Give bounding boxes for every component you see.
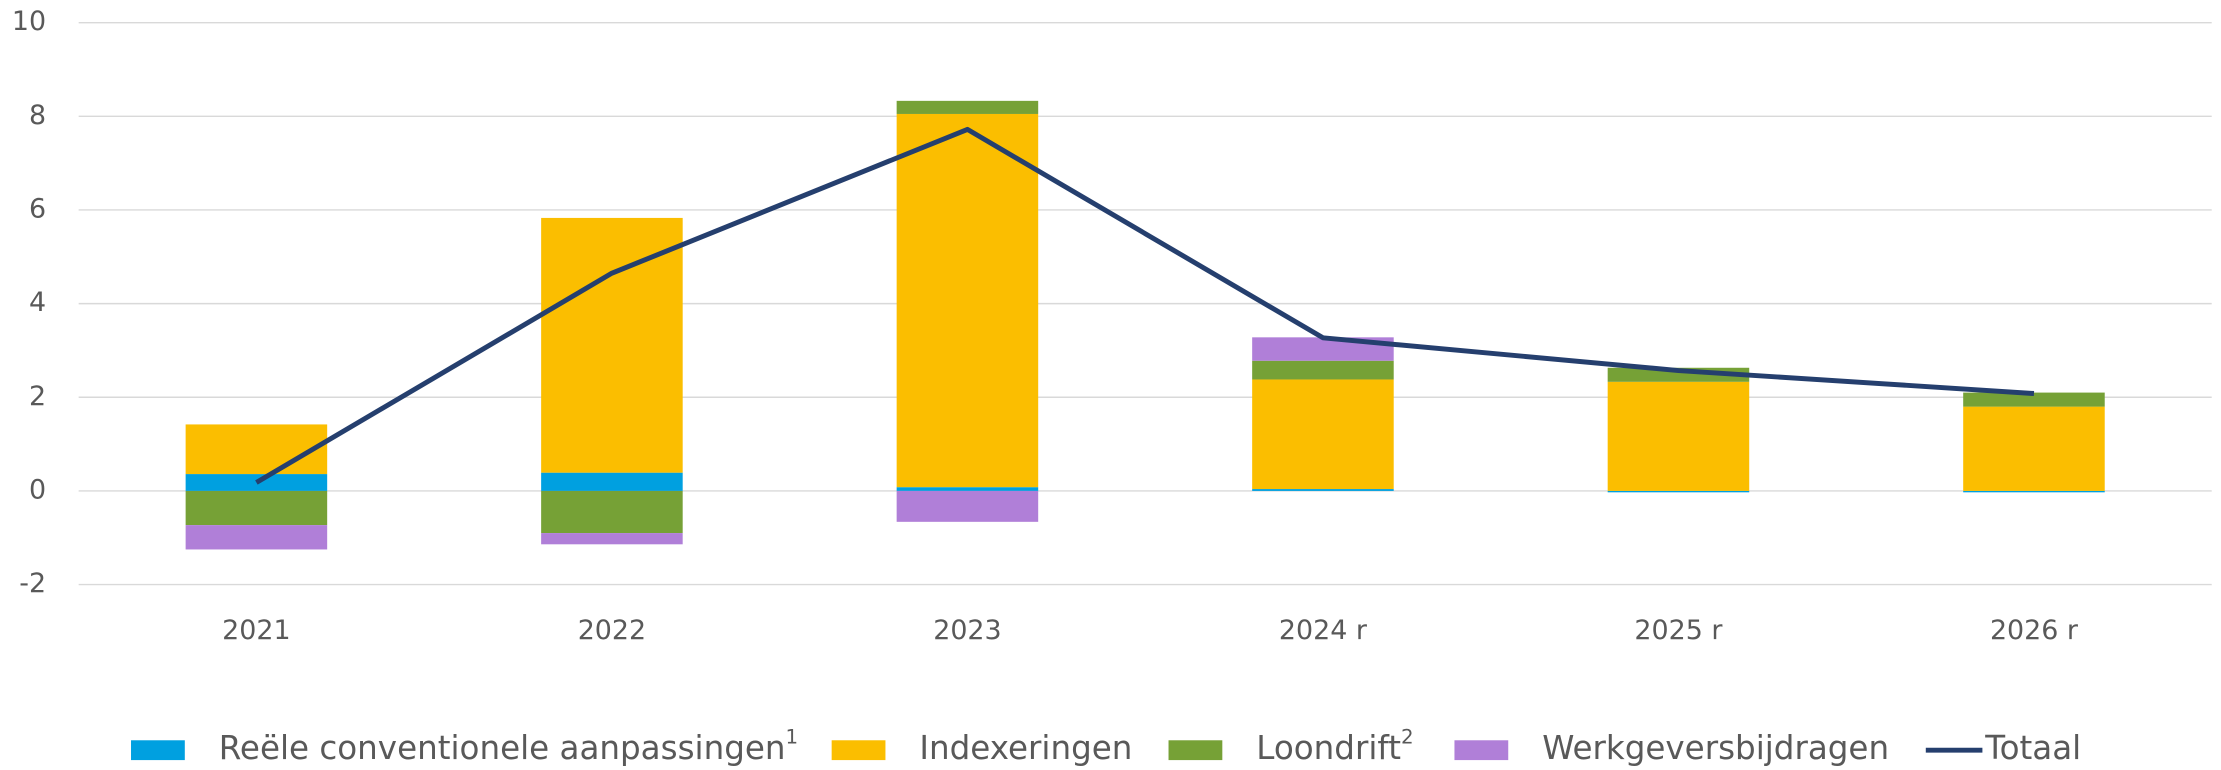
bar-segment [541, 217, 683, 473]
bar-segment [1963, 392, 2105, 407]
bar-segment [185, 490, 328, 526]
legend-swatch [1168, 740, 1223, 761]
legend-name: Loondrift [1256, 729, 1401, 767]
legend-label: Loondrift2 [1256, 725, 1413, 767]
x-tick-label: 2025 r [1634, 615, 1723, 646]
bar-segment [541, 490, 683, 534]
legend-swatch [131, 740, 185, 761]
legend-label: Indexeringen [919, 729, 1132, 767]
bar-segment [185, 474, 328, 491]
legend-name: Reële conventionele aanpassingen [219, 729, 786, 767]
legend-swatch [1454, 740, 1509, 761]
y-tick-label: 0 [29, 474, 46, 505]
bar-segment [185, 525, 328, 550]
legend-name: Indexeringen [919, 729, 1132, 767]
bar-segment [896, 113, 1039, 488]
bar-segment [185, 424, 328, 475]
x-tick-label: 2022 [578, 615, 646, 646]
legend-label: Reële conventionele aanpassingen1 [219, 725, 798, 767]
legend-label: Totaal [1984, 729, 2081, 767]
y-tick-label: 4 [29, 287, 46, 318]
total-line [255, 126, 2035, 485]
bar-segment [1963, 490, 2105, 493]
legend-footnote: 1 [786, 725, 799, 748]
bar-segment [896, 487, 1039, 491]
y-tick-label: 8 [29, 100, 46, 131]
x-tick-label: 2021 [222, 615, 290, 646]
bar-segment [1252, 360, 1394, 380]
x-tick-label: 2024 r [1279, 615, 1368, 646]
bar-segment [1252, 489, 1394, 491]
legend-name: Werkgeversbijdragen [1542, 729, 1889, 767]
bar-segment [896, 100, 1039, 114]
bar-segment [541, 472, 683, 491]
bar-segment [541, 533, 683, 545]
bar-segment [1607, 381, 1750, 491]
y-tick-label: 6 [29, 193, 46, 224]
bar-segment [1607, 490, 1750, 493]
legend-name: Totaal [1984, 729, 2081, 767]
legend-footnote: 2 [1401, 725, 1414, 748]
legend-swatch [831, 740, 886, 761]
bar-segment [1252, 379, 1394, 490]
y-tick-label: 2 [29, 381, 46, 412]
x-tick-label: 2026 r [1990, 615, 2079, 646]
bar-segment [1963, 406, 2105, 491]
y-tick-label: -2 [19, 568, 46, 599]
bar-segment [896, 490, 1039, 522]
y-tick-label: 10 [12, 6, 46, 37]
legend-label: Werkgeversbijdragen [1542, 729, 1889, 767]
x-tick-label: 2023 [933, 615, 1001, 646]
